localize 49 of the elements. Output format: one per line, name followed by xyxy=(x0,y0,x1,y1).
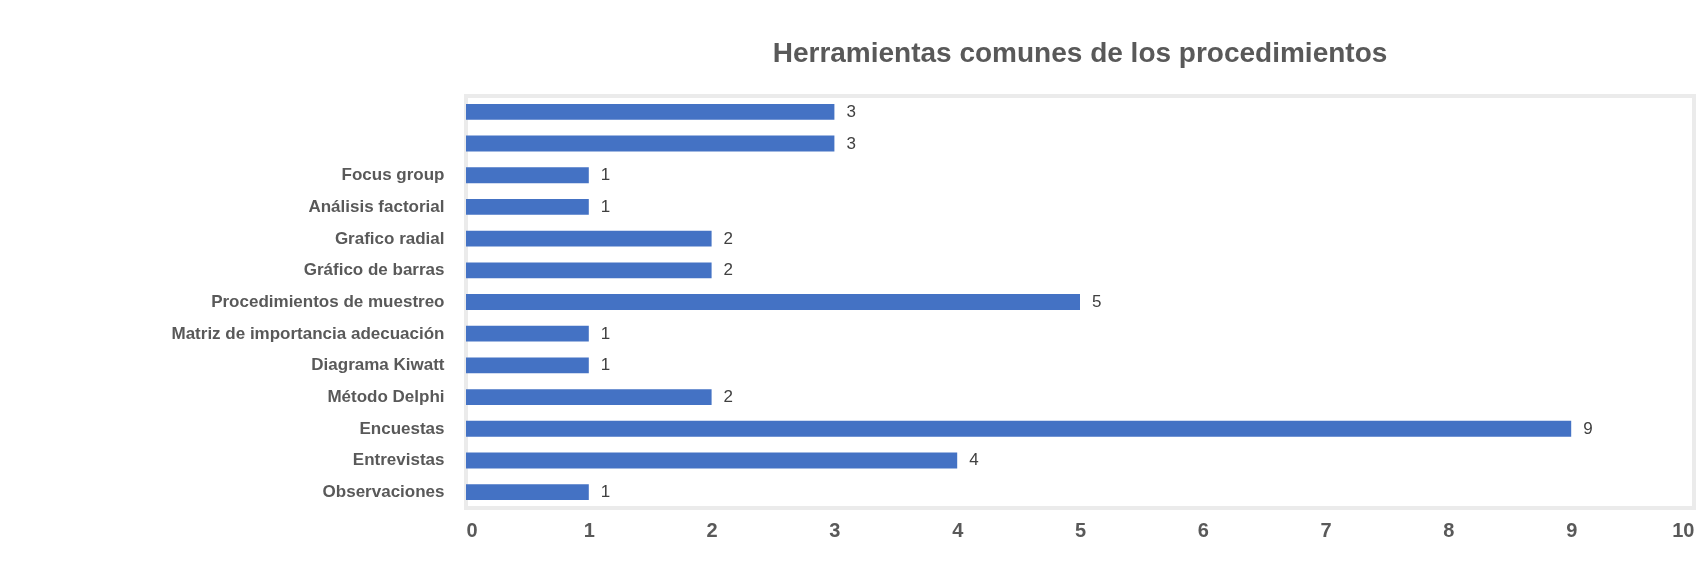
x-tick-label: 0 xyxy=(466,518,478,541)
y-tick-label: Diagrama Kiwatt xyxy=(311,355,445,375)
chart-title: Herramientas comunes de los procedimientos xyxy=(772,37,1388,68)
x-tick-label: 1 xyxy=(583,518,595,541)
data-label: 1 xyxy=(600,482,611,502)
data-label: 1 xyxy=(600,165,611,185)
data-label: 4 xyxy=(969,450,979,470)
data-label: 3 xyxy=(846,133,856,153)
x-tick-label: 7 xyxy=(1320,518,1332,541)
y-tick-label: Procedimientos de muestreo xyxy=(211,292,445,311)
bar xyxy=(466,389,712,405)
y-tick-label: Entrevistas xyxy=(352,450,445,470)
data-label: 2 xyxy=(723,260,734,280)
bar xyxy=(466,452,958,469)
y-tick-label: Grafico radial xyxy=(334,228,445,248)
x-tick-label: 3 xyxy=(829,518,841,541)
bar xyxy=(466,135,835,152)
y-tick-label: Análisis factorial xyxy=(308,196,445,216)
bar xyxy=(466,262,712,279)
x-tick-label: 4 xyxy=(952,518,965,541)
x-tick-label: 6 xyxy=(1197,518,1209,541)
y-tick-label: Encuestas xyxy=(359,418,445,438)
data-label: 1 xyxy=(600,355,611,375)
y-tick-label: Focus group xyxy=(341,165,445,185)
data-label: 1 xyxy=(600,323,611,343)
x-tick-label: 8 xyxy=(1443,518,1455,541)
x-tick-label: 9 xyxy=(1566,518,1578,541)
bar xyxy=(466,484,589,501)
x-tick-label: 5 xyxy=(1074,518,1087,541)
data-label: 1 xyxy=(600,196,611,216)
data-label: 9 xyxy=(1583,418,1593,438)
data-label: 2 xyxy=(723,228,734,248)
bar xyxy=(466,325,589,342)
y-tick-label: Gráfico de barras xyxy=(303,260,445,280)
y-tick-label: Matriz de importancia adecuación xyxy=(171,323,445,343)
bar xyxy=(466,357,589,374)
bar xyxy=(466,230,712,247)
bar xyxy=(466,199,589,215)
data-label: 2 xyxy=(723,387,734,407)
y-tick-label: Observaciones xyxy=(322,482,445,502)
x-tick-label: 2 xyxy=(706,518,718,541)
data-label: 5 xyxy=(1092,292,1102,311)
bar xyxy=(466,103,835,120)
x-tick-label: 10 xyxy=(1672,518,1695,541)
bar xyxy=(466,294,1080,310)
bar xyxy=(466,420,1572,437)
data-label: 3 xyxy=(846,101,856,121)
y-tick-label: Método Delphi xyxy=(327,387,445,407)
bar xyxy=(466,167,589,184)
